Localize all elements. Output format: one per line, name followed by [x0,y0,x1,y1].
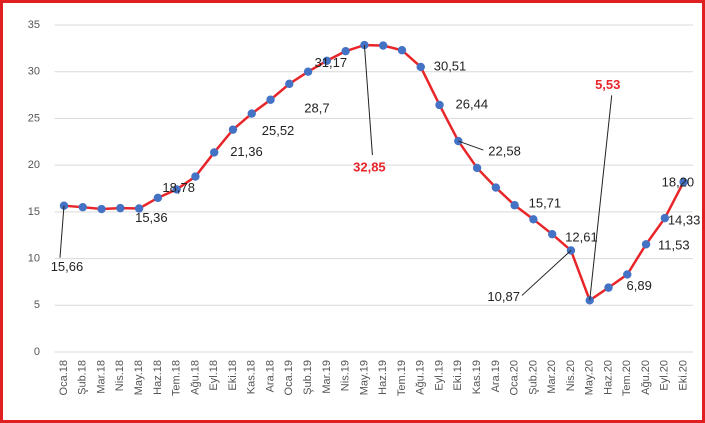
marker [641,240,651,249]
x-tick-label: Eyl.18 [208,360,220,391]
data-label: 15,36 [135,210,168,225]
x-tick-label: Şub.18 [77,360,89,395]
y-tick-label: 0 [34,346,40,358]
data-label: 30,51 [434,58,467,73]
x-tick-label: Nis.18 [114,360,126,391]
data-label: 15,66 [51,259,84,274]
x-tick-label: Nis.20 [565,360,577,391]
x-tick-label: May.18 [133,360,145,395]
y-tick-label: 30 [28,66,40,78]
data-label: 21,36 [230,144,263,159]
marker [228,125,238,134]
marker [116,203,125,213]
marker [172,185,181,194]
marker [472,163,482,173]
marker [191,172,200,181]
marker [491,183,501,192]
data-label: 25,52 [262,123,295,138]
marker [416,62,425,72]
leader-line [589,95,613,301]
x-tick-label: Mar.19 [321,360,333,394]
y-tick-label: 20 [28,159,40,171]
marker [153,193,163,203]
x-tick-label: May.19 [358,360,370,395]
data-label: 6,89 [627,278,652,293]
x-tick-label: Eki.20 [678,360,690,391]
marker [266,95,275,104]
x-tick-label: Tem.18 [171,360,183,396]
x-tick-label: Eki.19 [452,360,464,391]
leader-line [363,45,373,156]
x-tick-label: Ağu.20 [640,360,652,395]
x-tick-label: Oca.20 [509,360,521,395]
y-tick-label: 15 [28,206,40,218]
marker [529,215,538,224]
x-tick-label: Oca.19 [283,360,295,395]
marker [360,40,369,50]
marker [679,177,688,187]
y-tick-label: 5 [34,299,40,311]
x-tick-label: Mar.18 [95,360,107,394]
data-label: 32,85 [353,160,386,175]
marker [322,56,332,65]
data-label: 28,7 [304,100,329,115]
x-tick-label: Ara.19 [490,360,502,392]
data-label: 18,78 [162,180,195,195]
x-tick-label: Oca.18 [58,360,70,395]
marker [247,109,256,118]
data-label: 22,58 [488,143,521,158]
marker [78,202,87,212]
y-tick-label: 25 [28,112,40,124]
marker [435,100,444,110]
marker [378,41,388,50]
x-tick-label: Mar.20 [546,360,558,394]
line [63,43,685,303]
leader-line [59,205,65,258]
x-tick-label: Haz.18 [152,360,164,395]
data-label: 26,44 [456,96,489,111]
marker [341,46,350,56]
marker [604,283,613,292]
marker [397,46,407,55]
x-tick-label: Kas.19 [471,360,483,394]
x-tick-label: Ara.18 [264,360,276,392]
x-tick-label: Haz.20 [602,360,614,395]
x-tick-label: Ağu.19 [415,360,427,395]
x-tick-label: Eyl.20 [659,360,671,391]
marker [210,148,219,157]
data-label: 12,61 [565,230,598,245]
x-tick-label: Haz.19 [377,360,389,395]
marker [303,67,313,76]
marker [510,201,519,210]
x-tick-label: Tem.19 [396,360,408,396]
leader-line [458,140,484,151]
marker [285,79,294,89]
leader-line [521,250,572,296]
x-tick-label: May.20 [584,360,596,395]
data-label: 11,53 [658,238,690,253]
data-label: 15,71 [529,196,562,211]
marker [97,204,106,214]
x-tick-label: Şub.19 [302,360,314,395]
y-tick-label: 10 [28,252,40,264]
x-tick-label: Eyl.19 [433,360,445,391]
x-tick-label: Tem.20 [621,360,633,396]
marker [660,213,670,223]
y-tick-label: 35 [28,19,40,31]
x-tick-label: Eki.18 [227,360,239,391]
marker [547,229,557,239]
marker [134,204,144,213]
x-tick-label: Şub.20 [527,360,539,395]
x-tick-label: Ağu.18 [189,360,201,395]
data-label: 10,87 [487,289,520,304]
x-tick-label: Kas.18 [246,360,258,394]
data-label: 18,20 [662,174,695,189]
x-tick-label: Nis.19 [340,360,352,391]
data-label: 14,33 [668,213,701,228]
data-label: 31,17 [315,55,348,70]
data-label: 5,53 [595,77,620,92]
marker [623,270,632,279]
